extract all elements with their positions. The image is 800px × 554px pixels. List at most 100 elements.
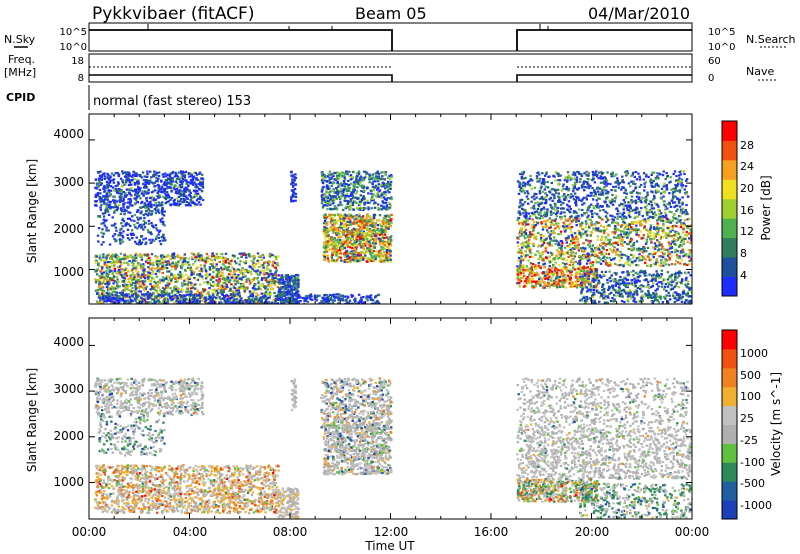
power-data-cell xyxy=(373,229,376,232)
power-data-cell xyxy=(360,198,364,201)
power-data-cell xyxy=(355,218,358,221)
power-data-cell xyxy=(346,199,349,203)
power-data-cell xyxy=(322,185,325,188)
power-data-cell xyxy=(356,232,359,235)
power-data-cell xyxy=(176,263,179,266)
power-data-cell xyxy=(355,252,359,255)
power-data-cell xyxy=(378,260,381,263)
power-data-cell xyxy=(384,207,387,210)
power-data-cell xyxy=(123,277,126,280)
power-data-cell xyxy=(108,295,112,298)
power-data-cell xyxy=(350,192,353,195)
power-data-cell xyxy=(203,281,206,284)
power-data-cell xyxy=(341,231,344,234)
power-data-cell xyxy=(167,275,170,278)
power-data-cell xyxy=(331,173,335,176)
power-data-cell xyxy=(189,172,192,175)
power-data-cell xyxy=(210,277,213,280)
power-data-cell xyxy=(200,177,203,180)
power-data-cell xyxy=(353,255,356,258)
power-data-cell xyxy=(356,256,360,259)
power-data-cell xyxy=(103,259,107,262)
power-data-cell xyxy=(355,177,358,180)
power-data-cell xyxy=(151,190,155,193)
power-data-cell xyxy=(234,278,237,281)
power-data-cell xyxy=(217,292,220,295)
power-data-cell xyxy=(370,216,374,219)
power-data-cell xyxy=(119,199,122,202)
power-data-cell xyxy=(229,287,232,290)
power-data-cell xyxy=(177,195,181,198)
power-data-cell xyxy=(328,298,331,301)
freq-right-tick-bottom: 0 xyxy=(708,73,714,84)
power-data-cell xyxy=(377,193,380,197)
power-data-cell xyxy=(345,242,348,245)
power-data-cell xyxy=(381,246,384,249)
power-data-cell xyxy=(122,199,125,202)
power-data-cell xyxy=(368,221,371,224)
power-data-cell xyxy=(338,251,341,254)
power-data-cell xyxy=(201,182,204,186)
power-data-cell xyxy=(120,274,123,277)
power-data-cell xyxy=(325,190,328,194)
power-data-cell xyxy=(635,178,639,181)
power-data-cell xyxy=(143,202,147,205)
power-data-cell xyxy=(259,296,263,299)
power-data-cell xyxy=(359,240,362,243)
power-data-cell xyxy=(152,204,156,207)
power-data-cell xyxy=(278,296,281,299)
power-data-cell xyxy=(283,301,286,304)
power-data-cell xyxy=(119,302,122,304)
power-data-cell xyxy=(199,196,203,200)
power-data-cell xyxy=(244,275,247,278)
power-data-cell xyxy=(247,297,251,300)
power-data-cell xyxy=(348,186,351,190)
power-data-cell xyxy=(121,179,125,182)
power-data-cell xyxy=(365,240,369,243)
power-data-cell xyxy=(262,271,266,275)
power-data-cell xyxy=(159,218,162,221)
power-data-cell xyxy=(325,197,328,200)
power-data-cell xyxy=(234,275,237,278)
power-data-cell xyxy=(159,255,163,258)
power-data-cell xyxy=(556,210,559,213)
power-data-cell xyxy=(238,252,241,255)
power-data-cell xyxy=(386,208,390,211)
power-data-cell xyxy=(651,191,654,194)
power-data-cell xyxy=(562,183,565,186)
power-data-cell xyxy=(329,222,332,225)
power-data-cell xyxy=(195,177,198,180)
power-data-cell xyxy=(104,198,107,201)
power-data-cell xyxy=(368,201,371,204)
power-data-cell xyxy=(197,201,201,204)
cpid-label: CPID xyxy=(6,91,35,104)
power-data-cell xyxy=(364,251,368,254)
power-data-cell xyxy=(161,261,165,264)
power-data-cell xyxy=(107,178,111,181)
power-data-cell xyxy=(158,240,162,243)
power-data-cell xyxy=(210,296,213,299)
power-data-cell xyxy=(160,292,163,295)
power-data-cell xyxy=(348,189,351,192)
power-data-cell xyxy=(333,198,336,201)
power-data-cell xyxy=(117,182,120,185)
power-data-cell xyxy=(243,272,246,275)
power-data-cell xyxy=(199,291,202,294)
power-data-cell xyxy=(337,249,340,252)
power-data-cell xyxy=(104,282,107,285)
power-data-cell xyxy=(287,293,291,296)
power-data-cell xyxy=(177,200,180,203)
power-data-cell xyxy=(345,192,349,195)
power-data-cell xyxy=(345,205,348,209)
power-data-cell xyxy=(152,298,156,301)
power-data-cell xyxy=(102,296,105,299)
power-data-cell xyxy=(152,182,155,185)
power-data-cell xyxy=(381,230,384,233)
power-data-cell xyxy=(292,184,295,187)
power-data-cell xyxy=(127,223,130,226)
power-data-cell xyxy=(269,284,273,287)
power-data-cell xyxy=(172,186,176,189)
power-data-cell xyxy=(367,192,370,195)
power-data-cell xyxy=(280,274,284,277)
power-data-cell xyxy=(110,172,114,175)
